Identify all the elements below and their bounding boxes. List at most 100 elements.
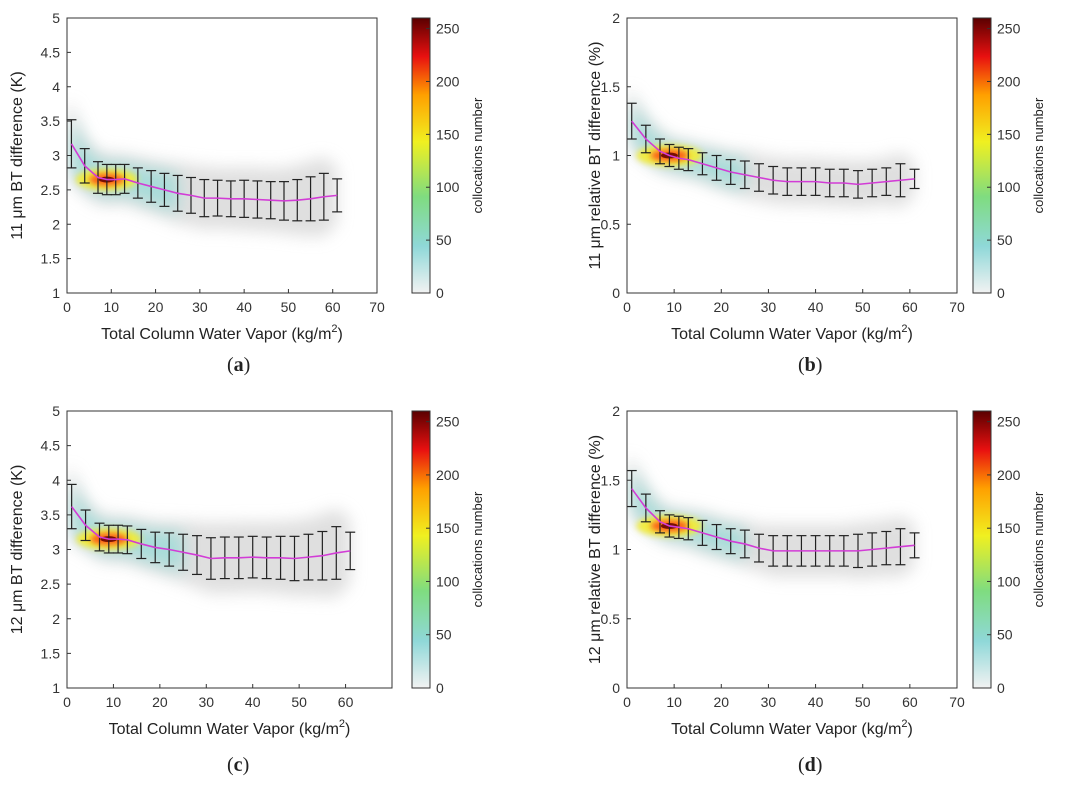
colorbar-tick-label: 100	[997, 573, 1021, 589]
x-tick-label: 70	[369, 299, 385, 315]
x-tick-label: 20	[152, 694, 168, 710]
y-tick-label: 3.5	[41, 507, 61, 523]
x-tick-label: 20	[713, 694, 729, 710]
x-tick-label: 70	[949, 299, 965, 315]
x-tick-label: 30	[761, 694, 777, 710]
colorbar-tick-label: 100	[436, 179, 460, 195]
panel-letter-b: b	[804, 354, 816, 376]
y-tick-label: 4	[52, 472, 60, 488]
x-tick-label: 0	[63, 299, 71, 315]
x-tick-label: 70	[949, 694, 965, 710]
colorbar-tick-label: 0	[436, 285, 444, 301]
x-tick-label: 50	[291, 694, 307, 710]
colorbar-tick-label: 150	[436, 520, 460, 536]
colorbar-tick-label: 100	[436, 573, 460, 589]
colorbar-scale	[411, 410, 431, 689]
mean-line	[70, 143, 338, 202]
colorbar-tick-label: 0	[436, 680, 444, 696]
colorbar: 0 50 100 150 200 250 collocations number	[972, 410, 1046, 696]
colorbar-scale	[972, 17, 992, 294]
x-tick-label: 10	[666, 299, 682, 315]
y-tick-label: 2.5	[41, 576, 61, 592]
colorbar-label: collocations number	[1031, 491, 1046, 607]
colorbar-label: collocations number	[470, 491, 485, 607]
x-tick-label: 10	[666, 694, 682, 710]
y-tick-label: 3	[52, 542, 60, 558]
panel-letter-a: a	[233, 354, 244, 376]
x-tick-label: 50	[855, 694, 871, 710]
density-background	[67, 102, 338, 237]
panel-label-c: (c)	[227, 754, 250, 776]
y-tick-label: 5	[52, 403, 60, 419]
x-tick-label: 60	[338, 694, 354, 710]
y-axis-label: 12 μm relative BT difference (%)	[587, 435, 604, 664]
density-cloud	[627, 457, 915, 580]
y-tick-label: 2	[52, 216, 60, 232]
panel-letter-c: c	[233, 754, 243, 776]
colorbar-label: collocations number	[470, 97, 485, 213]
y-tick-label: 0.5	[601, 216, 621, 232]
density-background	[627, 90, 915, 209]
colorbar-tick-label: 150	[997, 520, 1021, 536]
density-cloud	[627, 90, 915, 209]
colorbar-scale	[972, 410, 992, 689]
y-tick-label: 2.5	[41, 182, 61, 198]
x-tick-label: 40	[808, 694, 824, 710]
x-tick-label: 10	[103, 299, 119, 315]
x-axis-label-text: Total Column Water Vapor (kg/m	[671, 326, 901, 343]
colorbar-tick-label: 100	[997, 179, 1021, 195]
y-tick-label: 0	[612, 680, 620, 696]
x-axis-label: Total Column Water Vapor (kg/m2)	[101, 323, 343, 343]
x-axis-label-end: )	[908, 721, 913, 738]
x-tick-label: 30	[198, 694, 214, 710]
y-tick-label: 1	[612, 148, 620, 164]
mean-line	[71, 506, 351, 560]
x-axis-label: Total Column Water Vapor (kg/m2)	[671, 323, 913, 343]
y-tick-label: 2	[52, 611, 60, 627]
colorbar: 0 50 100 150 200 250 collocations number	[972, 17, 1046, 301]
y-tick-label: 2	[612, 10, 620, 26]
colorbar-tick-label: 200	[997, 73, 1021, 89]
y-tick-label: 4.5	[41, 438, 61, 454]
colorbar-tick-label: 50	[436, 232, 452, 248]
y-tick-label: 1.5	[601, 472, 621, 488]
y-tick-label: 3	[52, 148, 60, 164]
x-tick-label: 0	[63, 694, 71, 710]
mean-line	[631, 488, 915, 552]
x-axis-label-end: )	[338, 326, 343, 343]
x-tick-label: 60	[902, 694, 918, 710]
y-tick-label: 4	[52, 79, 60, 95]
y-tick-label: 5	[52, 10, 60, 26]
colorbar-tick-label: 250	[436, 21, 460, 37]
x-tick-label: 40	[808, 299, 824, 315]
x-tick-label: 0	[623, 299, 631, 315]
x-axis-label-text: Total Column Water Vapor (kg/m	[101, 326, 331, 343]
x-axis-label-end: )	[345, 721, 350, 738]
x-axis-label-text: Total Column Water Vapor (kg/m	[109, 721, 339, 738]
colorbar-tick-label: 50	[997, 627, 1013, 643]
y-tick-label: 4.5	[41, 44, 61, 60]
y-axis-label: 12 μm BT difference (K)	[9, 465, 26, 635]
x-tick-label: 30	[192, 299, 208, 315]
x-tick-label: 50	[281, 299, 297, 315]
colorbar-tick-label: 0	[997, 285, 1005, 301]
y-tick-label: 0.5	[601, 611, 621, 627]
colorbar-tick-label: 0	[997, 680, 1005, 696]
y-tick-label: 1.5	[41, 251, 61, 267]
x-tick-label: 60	[902, 299, 918, 315]
panel-label-b: (b)	[798, 354, 823, 376]
x-tick-label: 50	[855, 299, 871, 315]
y-tick-label: 0	[612, 285, 620, 301]
x-tick-label: 20	[713, 299, 729, 315]
x-axis-label: Total Column Water Vapor (kg/m2)	[671, 718, 913, 738]
y-axis-label: 11 μm relative BT difference (%)	[587, 42, 604, 270]
colorbar-tick-label: 150	[436, 126, 460, 142]
density-background	[627, 457, 915, 580]
x-axis-label-sup: 2	[331, 323, 337, 335]
x-axis-label-text: Total Column Water Vapor (kg/m	[671, 721, 901, 738]
